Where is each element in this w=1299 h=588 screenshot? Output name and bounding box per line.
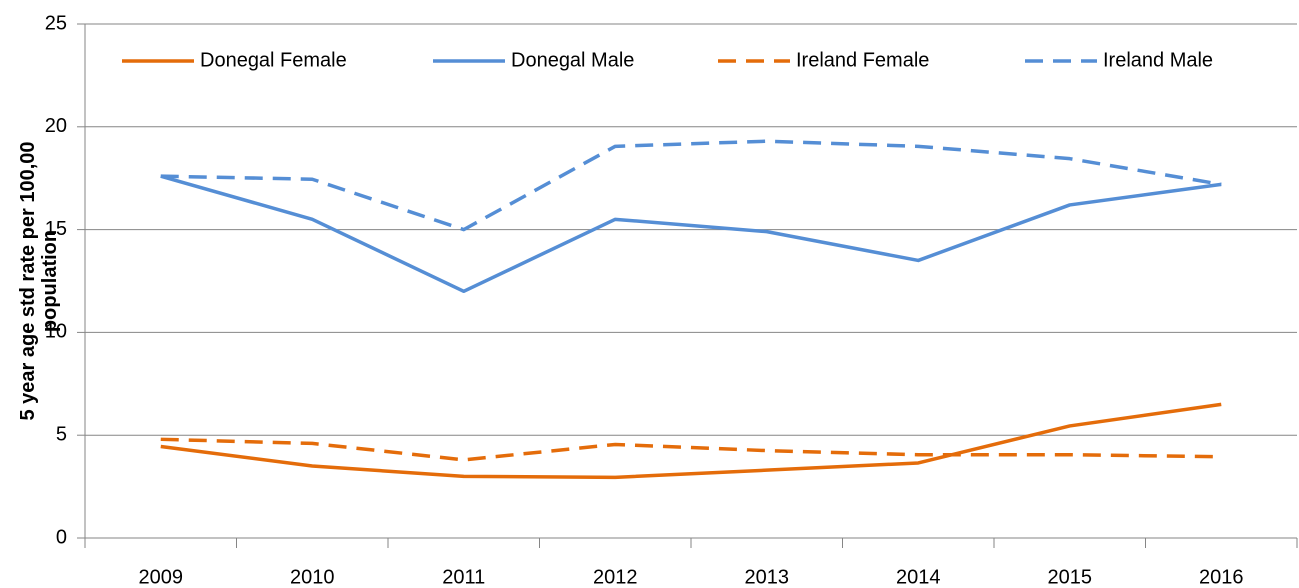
x-tick-label: 2010 [290, 566, 335, 588]
x-tick-label: 2009 [139, 566, 184, 588]
series-line [160, 402, 1222, 480]
y-tick-label: 10 [45, 321, 67, 343]
legend-label: Ireland Female [796, 49, 929, 71]
y-tick-label: 20 [45, 115, 67, 137]
y-tick-label: 25 [45, 12, 67, 34]
series-line [160, 174, 1222, 294]
x-tick-label: 2012 [593, 566, 638, 588]
x-tick-label: 2014 [896, 566, 941, 588]
y-tick-label: 0 [56, 526, 67, 548]
legend-label: Ireland Male [1103, 49, 1213, 71]
x-tick-label: 2011 [442, 566, 485, 588]
series-line [160, 437, 1222, 462]
legend-label: Donegal Female [200, 49, 347, 71]
legend-label: Donegal Male [511, 49, 634, 71]
y-axis-label-line: 5 year age std rate per 100,00 [17, 141, 39, 420]
y-tick-label: 5 [56, 423, 67, 445]
y-axis-label-line: population [39, 230, 61, 332]
x-tick-label: 2015 [1048, 566, 1093, 588]
x-tick-label: 2016 [1199, 566, 1244, 588]
x-tick-label: 2013 [745, 566, 790, 588]
y-axis-label: 5 year age std rate per 100,00population [17, 141, 61, 420]
series-line [160, 139, 1222, 232]
y-tick-label: 15 [45, 218, 67, 240]
